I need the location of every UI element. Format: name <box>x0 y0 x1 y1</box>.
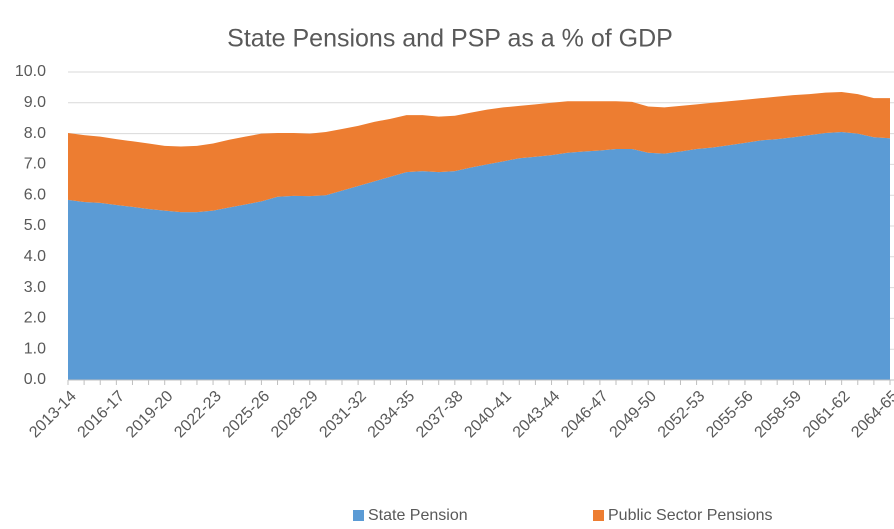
x-tick-label: 2061-62 <box>800 388 854 442</box>
legend-label: State Pension <box>368 507 468 524</box>
legend-swatch <box>353 510 364 521</box>
x-tick-label: 2043-44 <box>510 388 564 442</box>
y-tick-label: 10.0 <box>15 63 46 80</box>
x-tick-label: 2025-26 <box>220 388 274 442</box>
y-tick-label: 5.0 <box>24 217 46 234</box>
x-tick-label: 2052-53 <box>655 388 709 442</box>
area <box>68 92 890 213</box>
y-tick-label: 8.0 <box>24 125 46 142</box>
area <box>68 132 890 380</box>
x-tick-label: 2031-32 <box>316 388 370 442</box>
y-tick-label: 1.0 <box>24 340 46 357</box>
x-tick-label: 2055-56 <box>703 388 757 442</box>
legend-swatch <box>593 510 604 521</box>
x-tick-label: 2016-17 <box>75 388 129 442</box>
x-tick-label: 2064-65 <box>848 388 894 442</box>
x-tick-label: 2040-41 <box>461 388 515 442</box>
y-tick-label: 0.0 <box>24 371 46 388</box>
y-tick-label: 9.0 <box>24 94 46 111</box>
x-tick-label: 2049-50 <box>607 388 661 442</box>
y-tick-label: 6.0 <box>24 186 46 203</box>
y-tick-label: 3.0 <box>24 279 46 296</box>
x-tick-label: 2037-38 <box>413 388 467 442</box>
x-tick-label: 2046-47 <box>558 388 612 442</box>
x-tick-label: 2034-35 <box>365 388 419 442</box>
x-tick-label: 2022-23 <box>171 388 225 442</box>
x-tick-label: 2019-20 <box>123 388 177 442</box>
chart-title: State Pensions and PSP as a % of GDP <box>227 25 673 53</box>
y-tick-label: 2.0 <box>24 310 46 327</box>
x-tick-label: 2028-29 <box>268 388 322 442</box>
y-tick-label: 4.0 <box>24 248 46 265</box>
x-tick-label: 2058-59 <box>752 388 806 442</box>
x-tick-label: 2013-14 <box>26 388 80 442</box>
y-tick-label: 7.0 <box>24 156 46 173</box>
legend-label: Public Sector Pensions <box>608 507 773 524</box>
